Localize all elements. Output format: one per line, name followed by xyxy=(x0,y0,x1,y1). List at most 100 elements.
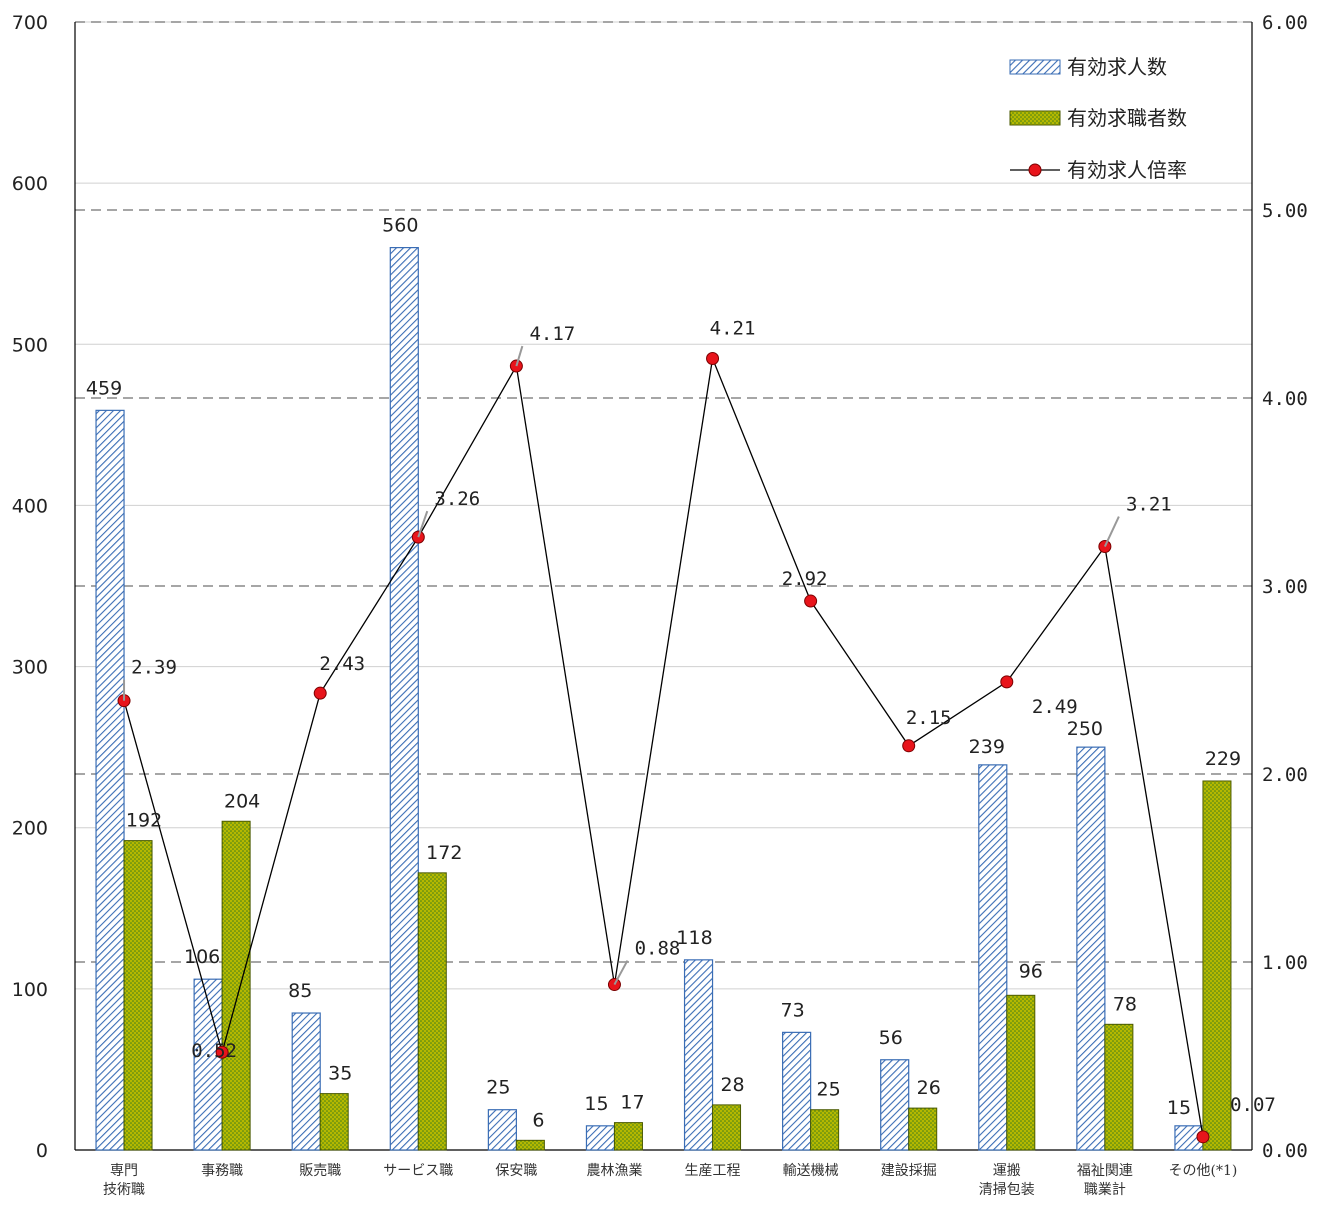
bar-job-openings xyxy=(95,409,125,1151)
x-tick-label: 技術職 xyxy=(103,1182,145,1198)
x-tick-label: 保安職 xyxy=(495,1163,537,1179)
bar-label-job-openings: 15 xyxy=(1167,1097,1191,1119)
right-tick-label: 0.00 xyxy=(1262,1140,1308,1162)
bar-label-job-seekers: 172 xyxy=(426,842,462,864)
ratio-marker xyxy=(1196,1130,1210,1144)
right-tick-label: 3.00 xyxy=(1262,576,1308,598)
bar-job-seekers xyxy=(613,1122,643,1151)
bar-job-seekers xyxy=(319,1093,349,1151)
left-tick-label: 100 xyxy=(12,979,48,1001)
data-labels: 459 192 106 204 85 35 560 172 25 6 15 17 118 28 73 25 56… xyxy=(86,215,1276,1132)
left-tick-label: 200 xyxy=(12,818,48,840)
left-tick-label: 0 xyxy=(36,1140,48,1162)
x-tick-label: 輸送機械 xyxy=(783,1163,839,1179)
ratio-polyline xyxy=(123,356,1204,1137)
bar-label-job-openings: 56 xyxy=(879,1027,903,1049)
ratio-label: 2.92 xyxy=(782,568,828,590)
bar-label-job-seekers: 192 xyxy=(126,810,162,832)
legend-label: 有効求人数 xyxy=(1067,55,1167,79)
bar-job-seekers xyxy=(908,1107,938,1151)
ratio-marker xyxy=(215,1045,229,1059)
bar-job-seekers xyxy=(1006,994,1036,1151)
x-tick-label: 事務職 xyxy=(201,1163,243,1179)
bar-label-job-openings: 560 xyxy=(382,215,418,237)
bar-label-job-seekers: 78 xyxy=(1113,993,1137,1015)
x-tick-label: 福祉関連 xyxy=(1077,1163,1133,1179)
ratio-label: 2.43 xyxy=(319,653,365,675)
bar-label-job-openings: 25 xyxy=(486,1077,510,1099)
ratio-marker xyxy=(804,594,818,608)
ratio-label: 0.88 xyxy=(635,938,681,960)
ratio-marker xyxy=(902,739,916,753)
x-tick-label: 販売職 xyxy=(299,1163,341,1179)
legend-swatch-job-seekers xyxy=(1009,110,1061,126)
left-tick-label: 500 xyxy=(12,334,48,356)
bar-job-openings xyxy=(683,959,714,1151)
axes: 0 100 200 300 400 500 600 700 0.00 1.00 2.00 3.00 4.… xyxy=(12,12,1308,1198)
bar-job-openings xyxy=(782,1031,812,1151)
x-tick-label: 農林漁業 xyxy=(586,1163,642,1179)
bar-label-job-seekers: 96 xyxy=(1019,960,1043,982)
grid xyxy=(75,21,1252,990)
bar-job-openings xyxy=(291,1012,321,1151)
left-tick-label: 300 xyxy=(12,657,48,679)
bar-label-job-seekers: 229 xyxy=(1205,748,1241,770)
right-tick-label: 2.00 xyxy=(1262,764,1308,786)
ratio-line xyxy=(117,352,1210,1144)
right-tick-label: 5.00 xyxy=(1262,200,1308,222)
bar-job-seekers xyxy=(515,1139,545,1151)
x-tick-label: 清掃包装 xyxy=(979,1181,1035,1198)
ratio-label: 0.52 xyxy=(191,1040,237,1062)
ratio-label: 3.26 xyxy=(434,488,480,510)
x-tick-label: その他(*1) xyxy=(1169,1163,1238,1179)
bar-label-job-seekers: 204 xyxy=(224,790,260,812)
bar-label-job-openings: 106 xyxy=(184,946,220,968)
ratio-leader-line xyxy=(613,960,629,986)
bar-job-openings xyxy=(585,1125,616,1151)
bar-job-openings xyxy=(487,1109,517,1151)
x-tick-label: サービス職 xyxy=(383,1163,453,1179)
left-tick-label: 700 xyxy=(12,12,48,34)
bar-label-job-seekers: 28 xyxy=(720,1074,744,1096)
bar-job-seekers xyxy=(1202,780,1232,1151)
bar-label-job-seekers: 35 xyxy=(328,1063,352,1085)
legend-label: 有効求人倍率 xyxy=(1067,158,1187,182)
ratio-leader-line xyxy=(1103,516,1120,547)
x-tick-label: 専門 xyxy=(110,1163,138,1179)
bar-label-job-openings: 239 xyxy=(969,736,1005,758)
ratio-marker xyxy=(706,352,720,366)
ratio-label: 4.17 xyxy=(529,323,575,345)
ratio-label: 4.21 xyxy=(710,318,756,340)
bar-label-job-seekers: 26 xyxy=(917,1077,941,1099)
bar-label-job-openings: 73 xyxy=(781,999,805,1021)
bar-label-job-openings: 118 xyxy=(676,927,712,949)
x-tick-label: 職業計 xyxy=(1084,1182,1126,1198)
right-tick-label: 6.00 xyxy=(1262,12,1308,34)
ratio-leader-line xyxy=(417,510,429,538)
ratio-marker xyxy=(313,686,327,700)
bar-label-job-seekers: 6 xyxy=(532,1109,544,1131)
bars xyxy=(95,247,1232,1151)
ratio-leader-line xyxy=(515,345,524,367)
x-tick-label: 建設採掘 xyxy=(881,1163,937,1179)
bar-job-seekers xyxy=(123,840,153,1151)
bar-job-openings xyxy=(880,1059,910,1151)
bar-job-openings xyxy=(978,764,1008,1151)
bar-job-seekers xyxy=(810,1109,840,1151)
ratio-label: 0.07 xyxy=(1230,1094,1276,1116)
bar-job-seekers xyxy=(221,820,251,1151)
bar-job-seekers xyxy=(712,1104,742,1151)
ratio-label: 2.39 xyxy=(131,657,177,679)
bar-label-job-openings: 459 xyxy=(86,377,122,399)
ratio-label: 3.21 xyxy=(1126,494,1172,516)
ratio-label: 2.15 xyxy=(906,707,952,729)
left-tick-label: 400 xyxy=(12,495,48,517)
bar-job-openings xyxy=(193,978,223,1151)
left-tick-label: 600 xyxy=(12,173,48,195)
right-tick-label: 4.00 xyxy=(1262,388,1308,410)
x-tick-label: 運搬 xyxy=(993,1163,1021,1179)
bar-label-job-seekers: 25 xyxy=(817,1079,841,1101)
bar-job-openings xyxy=(1076,746,1106,1151)
